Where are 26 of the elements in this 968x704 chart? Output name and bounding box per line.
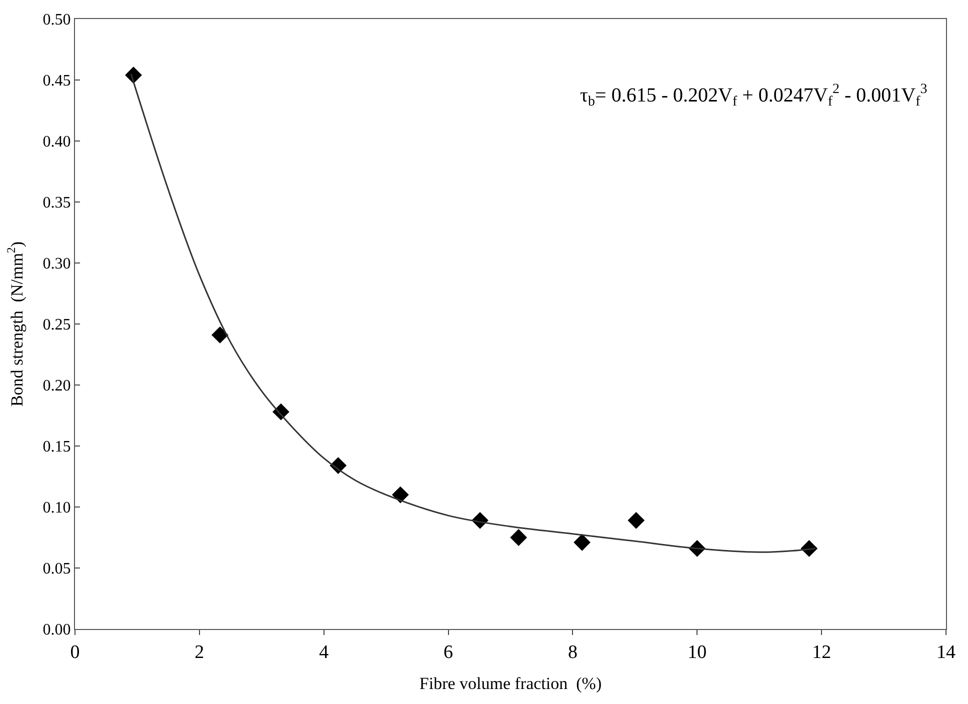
x-tick-label: 2: [194, 642, 204, 663]
point: [574, 534, 590, 551]
point: [392, 486, 409, 504]
y-tick-label: 0.50: [42, 12, 71, 29]
x-tick-label: 6: [444, 642, 454, 663]
x-tick-label: 10: [688, 642, 707, 663]
y-tick-label: 0.35: [42, 194, 71, 212]
x-tick-label: 4: [319, 642, 330, 663]
point: [212, 326, 228, 344]
x-tick-label: 14: [936, 642, 956, 663]
y-tick-label: 0.30: [42, 256, 71, 273]
point: [628, 512, 645, 529]
x-axis-title: Fibre volume fraction (%): [419, 674, 602, 694]
y-tick-label: 0.40: [42, 134, 71, 151]
y-tick-label: 0.15: [42, 438, 71, 456]
y-tick-label: 0.05: [42, 560, 71, 578]
point: [510, 529, 528, 546]
x-tick-label: 8: [568, 642, 578, 663]
point: [125, 66, 142, 84]
y-tick-label: 0.45: [42, 72, 71, 90]
y-tick-label: 0.25: [42, 316, 71, 334]
y-tick-label: 0.10: [42, 500, 71, 517]
y-tick-label: 0.20: [42, 378, 71, 395]
x-tick-label: 0: [70, 642, 80, 663]
y-tick-label: 0.00: [42, 622, 71, 639]
x-tick-label: 12: [812, 642, 832, 663]
